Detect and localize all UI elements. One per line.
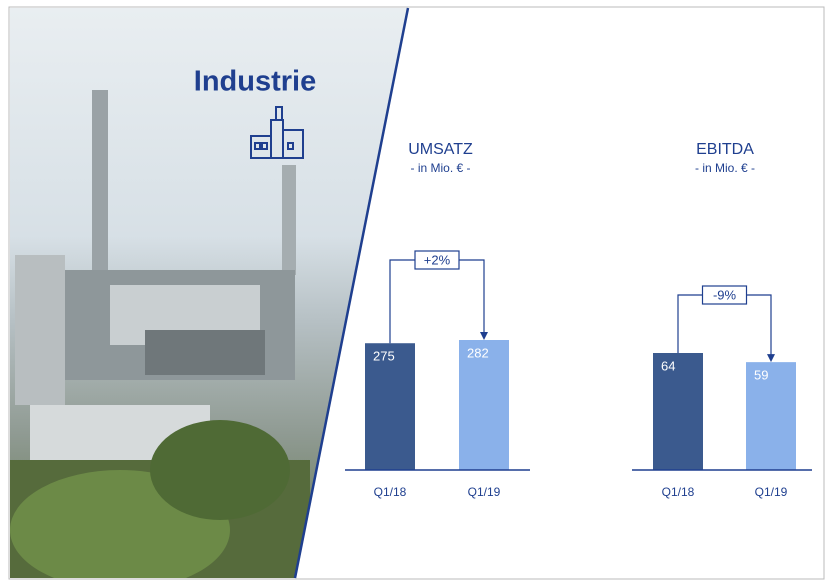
value-label: 282 <box>467 345 489 360</box>
slide: Industrie UMSATZ - in Mio. € - 275 Q1/18 282… <box>0 0 833 586</box>
x-tick-label: Q1/18 <box>374 485 407 499</box>
chart-subtitle: - in Mio. € - <box>410 161 470 175</box>
value-label: 275 <box>373 349 395 364</box>
x-tick-label: Q1/19 <box>755 485 788 499</box>
change-label: +2% <box>424 252 451 267</box>
chart-title: EBITDA <box>696 141 754 158</box>
slide-title: Industrie <box>194 66 316 98</box>
change-label: -9% <box>713 287 737 302</box>
chart-title: UMSATZ <box>408 141 473 158</box>
value-label: 64 <box>661 358 675 373</box>
x-tick-label: Q1/19 <box>468 485 501 499</box>
x-tick-label: Q1/18 <box>662 485 695 499</box>
value-label: 59 <box>754 368 768 383</box>
chart-subtitle: - in Mio. € - <box>695 161 755 175</box>
